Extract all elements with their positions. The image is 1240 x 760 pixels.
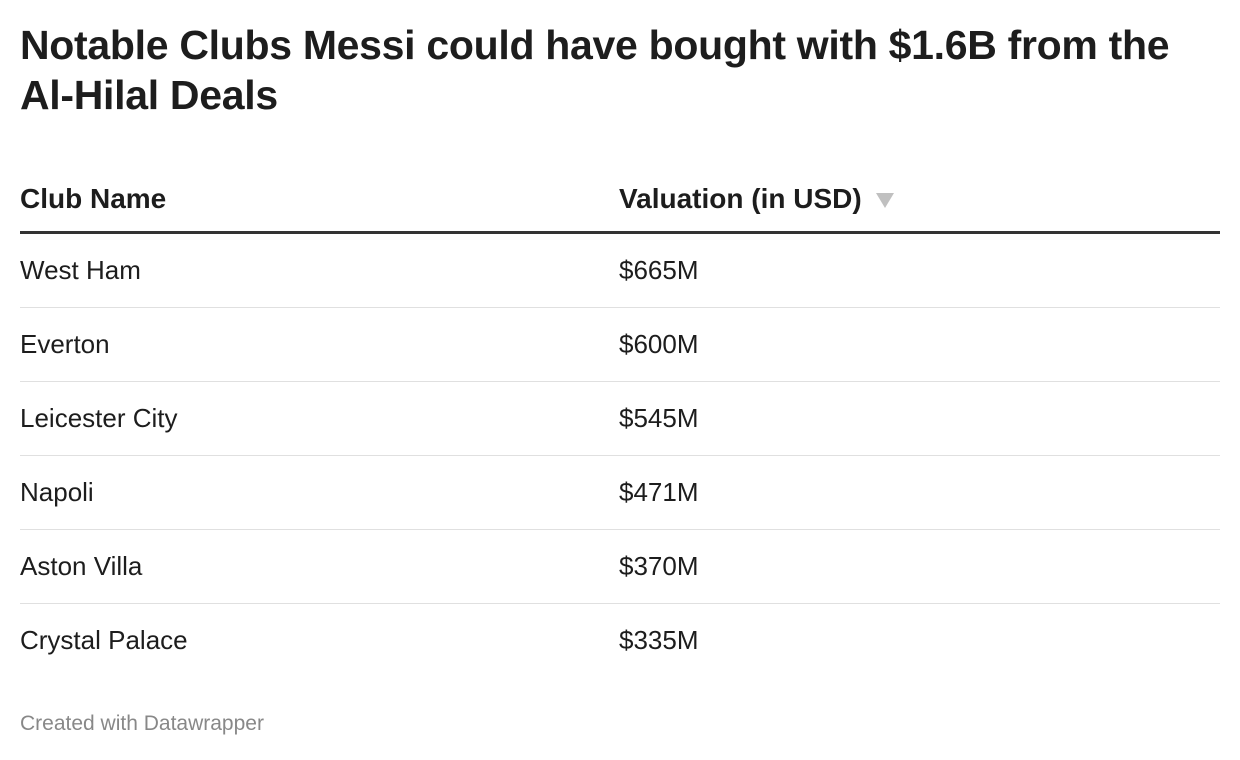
sort-descending-icon[interactable] [875, 192, 894, 208]
valuation-cell: $665M [619, 255, 699, 285]
column-header-valuation[interactable]: Valuation (in USD) [619, 183, 1220, 215]
valuation-cell: $335M [619, 625, 699, 655]
column-header-valuation-label: Valuation (in USD) [619, 183, 862, 214]
table-row: Everton $600M [20, 308, 1220, 382]
data-table: Club Name Valuation (in USD) West Ham $6… [20, 167, 1220, 677]
club-name-cell: Leicester City [20, 403, 178, 433]
club-name-cell: Crystal Palace [20, 625, 188, 655]
table-row: West Ham $665M [20, 234, 1220, 308]
column-header-club-name-label: Club Name [20, 183, 167, 214]
table-row: Crystal Palace $335M [20, 604, 1220, 677]
table-row: Aston Villa $370M [20, 530, 1220, 604]
valuation-cell: $471M [619, 477, 699, 507]
valuation-cell: $545M [619, 403, 699, 433]
club-name-cell: Napoli [20, 477, 94, 507]
table-header: Club Name Valuation (in USD) [20, 167, 1220, 234]
club-name-cell: West Ham [20, 255, 141, 285]
table-row: Napoli $471M [20, 456, 1220, 530]
valuation-cell: $600M [619, 329, 699, 359]
valuation-cell: $370M [619, 551, 699, 581]
chart-container: Notable Clubs Messi could have bought wi… [20, 20, 1220, 655]
club-name-cell: Aston Villa [20, 551, 143, 581]
club-name-cell: Everton [20, 329, 110, 359]
attribution-footer: Created with Datawrapper [20, 712, 264, 735]
chart-title: Notable Clubs Messi could have bought wi… [20, 22, 1170, 118]
column-header-club-name[interactable]: Club Name [20, 183, 619, 215]
table-row: Leicester City $545M [20, 382, 1220, 456]
